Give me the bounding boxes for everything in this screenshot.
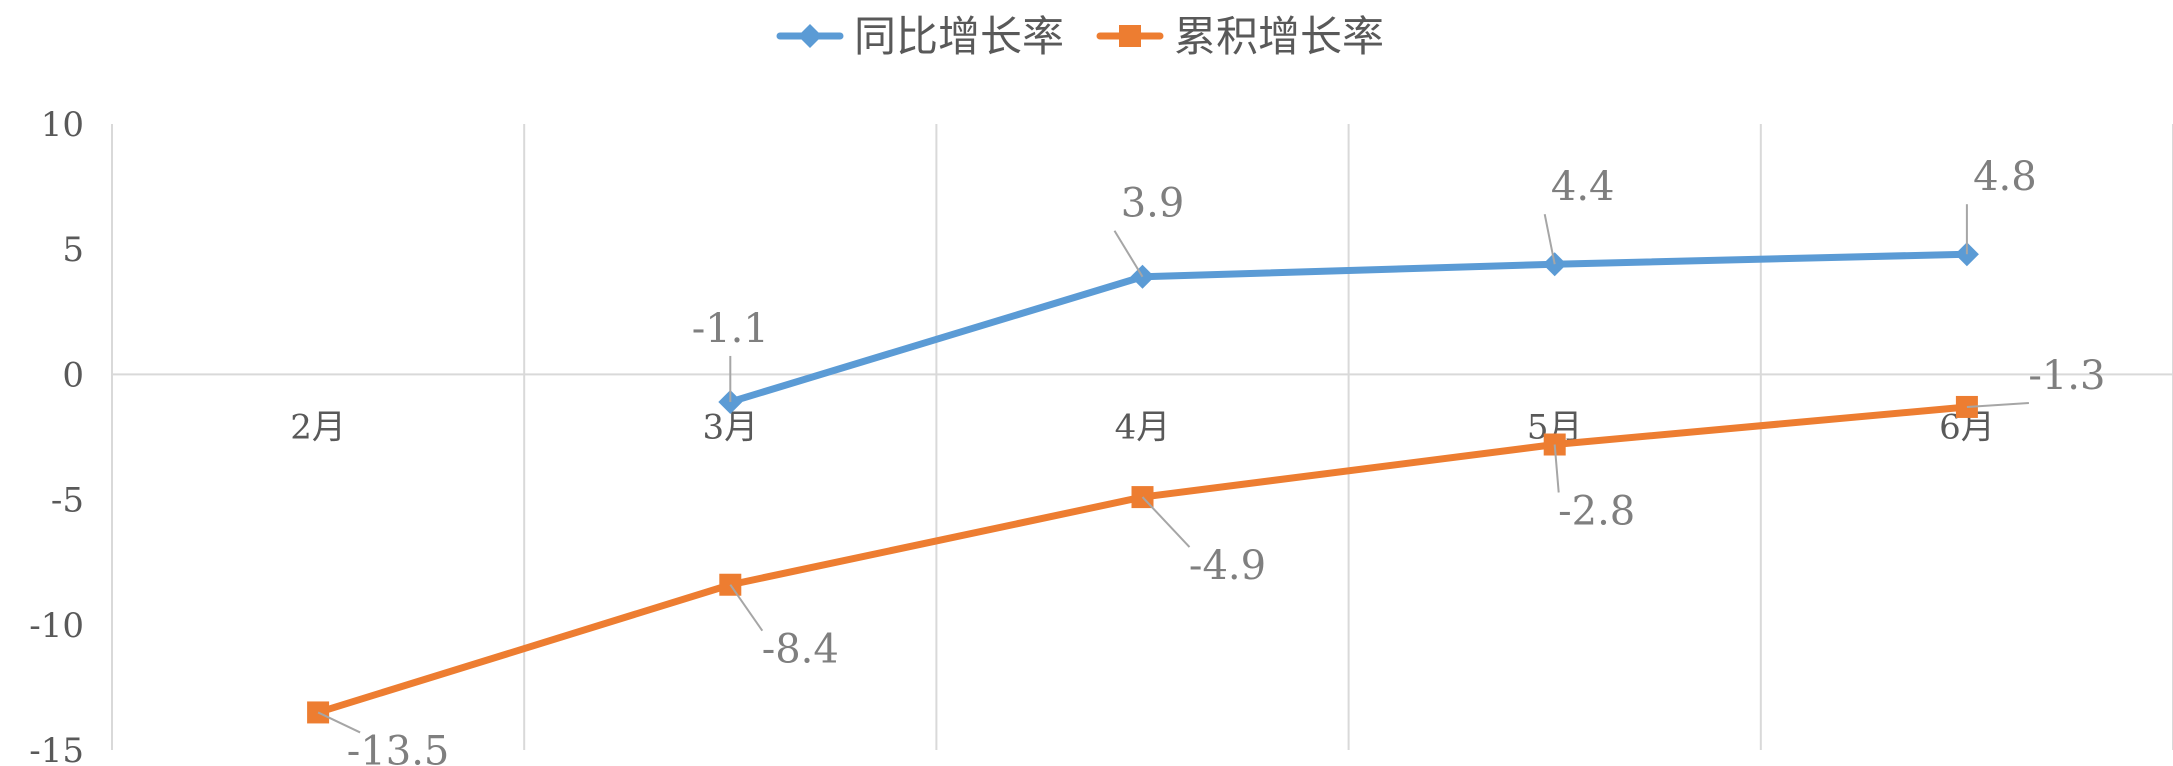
- x-tick-label: 4月: [1115, 407, 1171, 447]
- data-label: 4.8: [1973, 154, 2037, 200]
- data-label: -13.5: [347, 728, 450, 766]
- data-label-leader: [1113, 230, 1144, 278]
- x-tick-label: 2月: [290, 407, 346, 447]
- y-tick-label: -15: [29, 731, 84, 766]
- y-axis-tick-labels: 10 5 0 -5 -10 -15: [29, 105, 84, 766]
- legend-marker-square: [1119, 25, 1141, 47]
- data-label-leader: [1966, 401, 2029, 408]
- legend-label: 累积增长率: [1174, 12, 1384, 61]
- legend-label: 同比增长率: [854, 12, 1064, 61]
- data-label-leader: [1543, 214, 1556, 265]
- legend-marker-diamond: [798, 24, 822, 48]
- data-label: -4.9: [1189, 543, 1266, 589]
- y-tick-label: -5: [51, 481, 84, 521]
- data-label: 3.9: [1121, 181, 1185, 227]
- data-label-leader: [729, 584, 764, 632]
- data-label-leader: [1553, 444, 1560, 493]
- y-tick-label: -10: [29, 606, 84, 646]
- data-label: -1.1: [692, 306, 769, 352]
- series-line: [314, 403, 1971, 716]
- y-tick-label: 5: [62, 230, 84, 270]
- series-line: [726, 250, 1971, 406]
- x-tick-label: 3月: [702, 407, 758, 447]
- data-label: -1.3: [2028, 353, 2105, 399]
- data-label-group: -1.1 3.9 4.4 4.8 -13.5 -8.4 -4.9 -2.8 -1.3: [317, 154, 2105, 766]
- legend: 同比增长率 累积增长率: [776, 12, 1384, 61]
- x-axis-tick-labels: 2月 3月 4月 5月 6月: [290, 407, 1994, 447]
- data-label-leader: [317, 711, 361, 734]
- data-label: 4.4: [1551, 164, 1615, 210]
- data-label: -2.8: [1558, 489, 1635, 535]
- gridlines: [111, 124, 2173, 750]
- y-tick-label: 0: [62, 355, 84, 395]
- data-label: -8.4: [762, 627, 839, 673]
- data-point-diamond: [1954, 242, 1979, 267]
- series-group: [307, 242, 1979, 724]
- data-label-leader: [1141, 496, 1191, 548]
- y-tick-label: 10: [41, 105, 84, 145]
